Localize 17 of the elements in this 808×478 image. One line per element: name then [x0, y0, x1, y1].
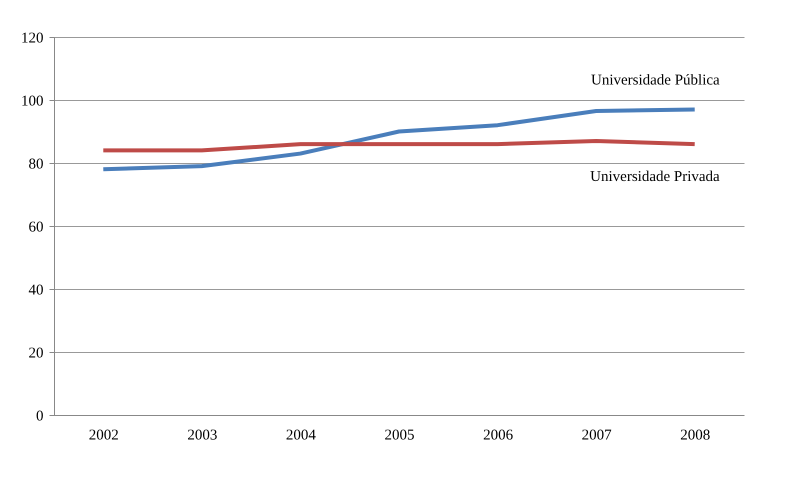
series-label: Universidade Pública: [590, 72, 720, 88]
y-tick-label: 20: [28, 346, 44, 362]
y-tick-label: 60: [28, 220, 44, 236]
y-tick-label: 100: [21, 94, 44, 110]
x-tick-label: 2005: [384, 428, 414, 444]
series-label: Universidade Privada: [590, 169, 720, 186]
y-tick-label: 120: [21, 30, 44, 46]
x-tick-label: 2008: [680, 428, 710, 444]
line-series: [101, 107, 697, 172]
x-tick-label: 2007: [582, 428, 612, 444]
x-tick-label: 2004: [286, 428, 316, 444]
x-tick-label: 2002: [88, 428, 119, 444]
x-tick-label: 2006: [483, 428, 514, 444]
y-tick-label: 80: [28, 156, 44, 172]
y-tick-label: 40: [28, 282, 44, 298]
y-tick-label: 0: [36, 408, 44, 424]
x-tick-label: 2003: [187, 428, 218, 444]
